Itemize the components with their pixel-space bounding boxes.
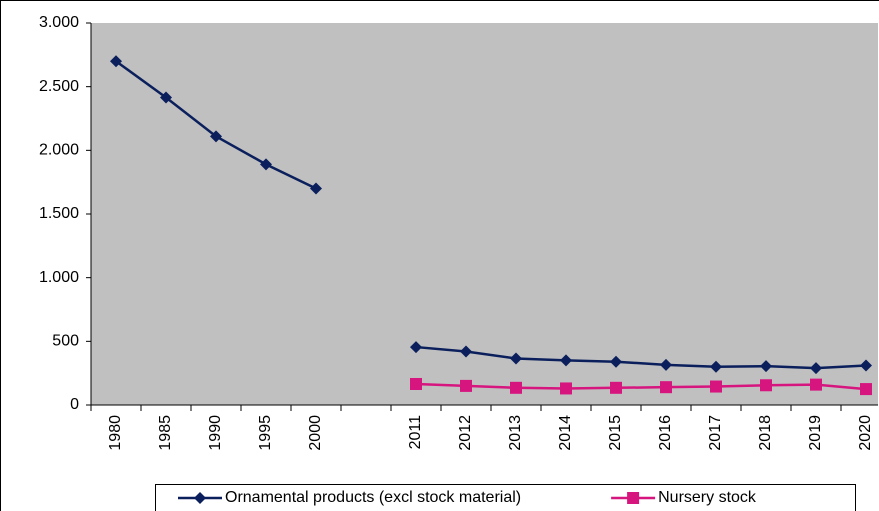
data-point <box>410 341 422 354</box>
x-tick-label: 1990 <box>207 415 224 451</box>
data-point <box>510 352 522 365</box>
data-point <box>560 382 572 395</box>
data-point <box>810 362 822 375</box>
data-point <box>610 355 622 368</box>
x-tick-label: 2013 <box>507 415 524 451</box>
data-point <box>560 354 572 367</box>
y-tick-label: 2.000 <box>39 142 79 159</box>
data-point <box>710 360 722 373</box>
series-line <box>415 382 867 391</box>
data-point <box>810 378 822 391</box>
data-point <box>610 381 622 394</box>
data-point <box>510 381 522 394</box>
data-point <box>860 359 872 372</box>
legend-marker <box>627 492 640 504</box>
x-tick-label: 2019 <box>807 415 824 451</box>
series-line <box>415 345 867 370</box>
data-point <box>260 158 272 171</box>
data-point <box>160 91 172 104</box>
data-point <box>460 379 472 392</box>
x-tick-label: 2014 <box>557 415 574 451</box>
x-tick-label: 2016 <box>657 415 674 451</box>
data-point <box>760 379 772 392</box>
x-tick-label: 2018 <box>757 415 774 451</box>
data-point <box>460 345 472 358</box>
x-tick-label: 2011 <box>407 415 424 450</box>
y-tick-label: 0 <box>70 396 79 413</box>
data-point <box>210 130 222 143</box>
y-tick-label: 1.000 <box>39 269 79 286</box>
x-tick-label: 2015 <box>607 415 624 451</box>
legend-label: Nursery stock <box>658 489 757 506</box>
y-tick-label: 500 <box>52 333 79 350</box>
x-tick-label: 2000 <box>307 415 324 451</box>
data-point <box>660 381 672 394</box>
legend-label: Ornamental products (excl stock material… <box>225 489 521 506</box>
x-tick-label: 2020 <box>857 415 874 451</box>
data-point <box>710 380 722 393</box>
y-tick-label: 3.000 <box>39 14 79 31</box>
x-tick-label: 1985 <box>157 415 174 451</box>
data-point <box>660 358 672 371</box>
data-point <box>760 360 772 373</box>
legend-marker <box>194 492 206 504</box>
y-tick-label: 2.500 <box>39 78 79 95</box>
x-tick-label: 1980 <box>107 415 124 451</box>
x-tick-label: 1995 <box>257 415 274 451</box>
plot-area <box>91 23 878 405</box>
y-tick-label: 1.500 <box>39 205 79 222</box>
data-point <box>310 182 322 195</box>
data-point <box>860 383 872 396</box>
data-point <box>410 377 422 390</box>
x-tick-label: 2017 <box>707 415 724 451</box>
data-point <box>110 55 122 68</box>
legend <box>155 484 856 511</box>
x-tick-label: 2012 <box>457 415 474 451</box>
